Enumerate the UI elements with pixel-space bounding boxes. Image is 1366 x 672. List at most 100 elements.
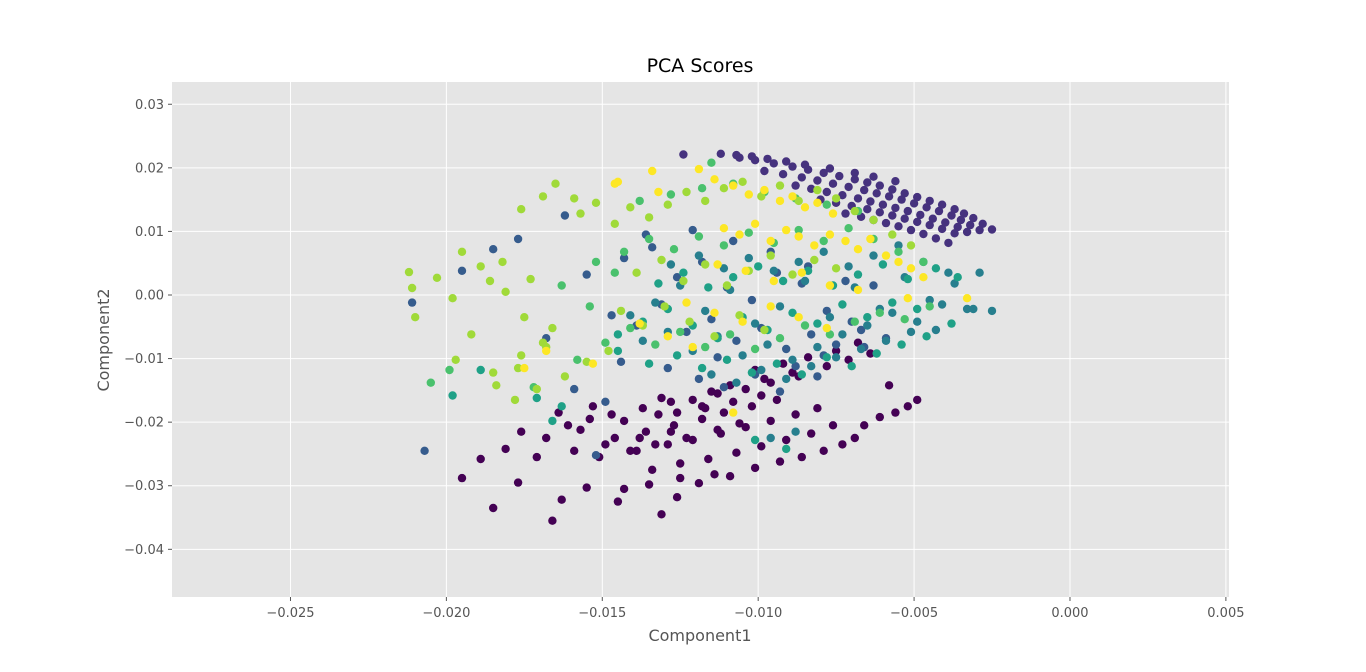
scatter-point bbox=[741, 423, 750, 432]
scatter-point bbox=[962, 227, 972, 237]
scatter-point bbox=[794, 196, 803, 206]
scatter-point bbox=[532, 452, 541, 462]
scatter-point bbox=[448, 294, 457, 303]
scatter-points bbox=[404, 149, 997, 525]
scatter-point bbox=[601, 397, 610, 406]
scatter-point bbox=[810, 241, 819, 250]
scatter-point bbox=[644, 234, 654, 244]
scatter-point bbox=[679, 268, 688, 277]
scatter-point bbox=[922, 332, 931, 341]
scatter-point bbox=[682, 327, 691, 337]
scatter-point bbox=[794, 313, 803, 322]
scatter-point bbox=[713, 389, 722, 398]
scatter-point bbox=[897, 195, 906, 204]
scatter-point bbox=[679, 150, 688, 159]
scatter-point bbox=[651, 298, 660, 307]
scatter-point bbox=[682, 298, 691, 307]
scatter-point bbox=[906, 241, 916, 250]
scatter-point bbox=[782, 225, 791, 235]
scatter-point bbox=[501, 444, 510, 454]
x-tick-label: −0.020 bbox=[422, 606, 470, 621]
scatter-point bbox=[925, 196, 934, 206]
scatter-point bbox=[619, 247, 629, 256]
scatter-point bbox=[769, 276, 778, 286]
scatter-point bbox=[807, 429, 816, 438]
scatter-point bbox=[672, 408, 682, 417]
scatter-point bbox=[794, 225, 803, 235]
scatter-point bbox=[616, 357, 626, 366]
scatter-point bbox=[560, 211, 570, 220]
scatter-point bbox=[663, 440, 672, 449]
scatter-point bbox=[576, 425, 585, 434]
scatter-point bbox=[697, 414, 707, 424]
scatter-point bbox=[520, 313, 529, 322]
scatter-point bbox=[719, 184, 729, 193]
scatter-point bbox=[884, 381, 894, 390]
scatter-point bbox=[411, 313, 420, 322]
y-tick-label: 0.01 bbox=[135, 225, 164, 240]
scatter-point bbox=[941, 218, 950, 227]
scatter-point bbox=[701, 404, 710, 413]
scatter-point bbox=[881, 218, 891, 228]
scatter-point bbox=[813, 372, 822, 381]
scatter-point bbox=[875, 412, 884, 422]
scatter-point bbox=[626, 203, 635, 212]
scatter-point bbox=[853, 270, 863, 279]
scatter-point bbox=[744, 253, 753, 263]
scatter-point bbox=[919, 229, 928, 239]
scatter-point bbox=[607, 311, 616, 320]
scatter-point bbox=[607, 410, 616, 419]
scatter-point bbox=[619, 416, 629, 426]
scatter-point bbox=[426, 378, 435, 387]
scatter-point bbox=[884, 192, 894, 201]
scatter-point bbox=[750, 319, 760, 328]
scatter-point bbox=[407, 298, 417, 307]
scatter-point bbox=[800, 160, 810, 169]
scatter-point bbox=[766, 378, 775, 387]
scatter-point bbox=[563, 421, 573, 430]
scatter-point bbox=[888, 211, 897, 220]
scatter-point bbox=[919, 257, 928, 267]
scatter-point bbox=[947, 211, 956, 220]
scatter-point bbox=[613, 330, 623, 339]
scatter-point bbox=[944, 238, 953, 248]
scatter-point bbox=[719, 224, 729, 233]
scatter-point bbox=[591, 257, 601, 267]
scatter-point bbox=[803, 353, 813, 362]
scatter-point bbox=[969, 304, 978, 314]
scatter-point bbox=[420, 446, 429, 455]
scatter-point bbox=[619, 484, 629, 494]
scatter-point bbox=[838, 440, 847, 449]
scatter-point bbox=[747, 295, 757, 305]
scatter-point bbox=[782, 435, 791, 445]
scatter-point bbox=[894, 247, 903, 256]
scatter-point bbox=[800, 321, 810, 330]
scatter-point bbox=[570, 194, 579, 203]
scatter-point bbox=[710, 175, 719, 184]
scatter-point bbox=[626, 311, 635, 320]
scatter-point bbox=[803, 266, 813, 275]
scatter-point bbox=[648, 243, 657, 252]
scatter-point bbox=[719, 408, 729, 417]
x-tick-label: 0.000 bbox=[1051, 606, 1088, 621]
scatter-point bbox=[788, 368, 797, 377]
scatter-point bbox=[822, 200, 831, 209]
scatter-point bbox=[738, 317, 747, 326]
scatter-point bbox=[719, 383, 729, 392]
scatter-point bbox=[701, 342, 710, 352]
scatter-point bbox=[978, 219, 987, 228]
scatter-point bbox=[517, 427, 526, 436]
scatter-point bbox=[704, 283, 713, 292]
scatter-point bbox=[601, 338, 610, 347]
scatter-point bbox=[557, 281, 566, 290]
scatter-point bbox=[850, 206, 859, 216]
scatter-point bbox=[432, 273, 442, 282]
scatter-point bbox=[707, 158, 716, 167]
scatter-point bbox=[732, 150, 741, 160]
scatter-point bbox=[489, 503, 498, 513]
scatter-point bbox=[485, 276, 495, 286]
scatter-point bbox=[772, 359, 782, 368]
scatter-point bbox=[732, 378, 741, 387]
scatter-point bbox=[725, 330, 735, 339]
scatter-point bbox=[651, 440, 660, 449]
